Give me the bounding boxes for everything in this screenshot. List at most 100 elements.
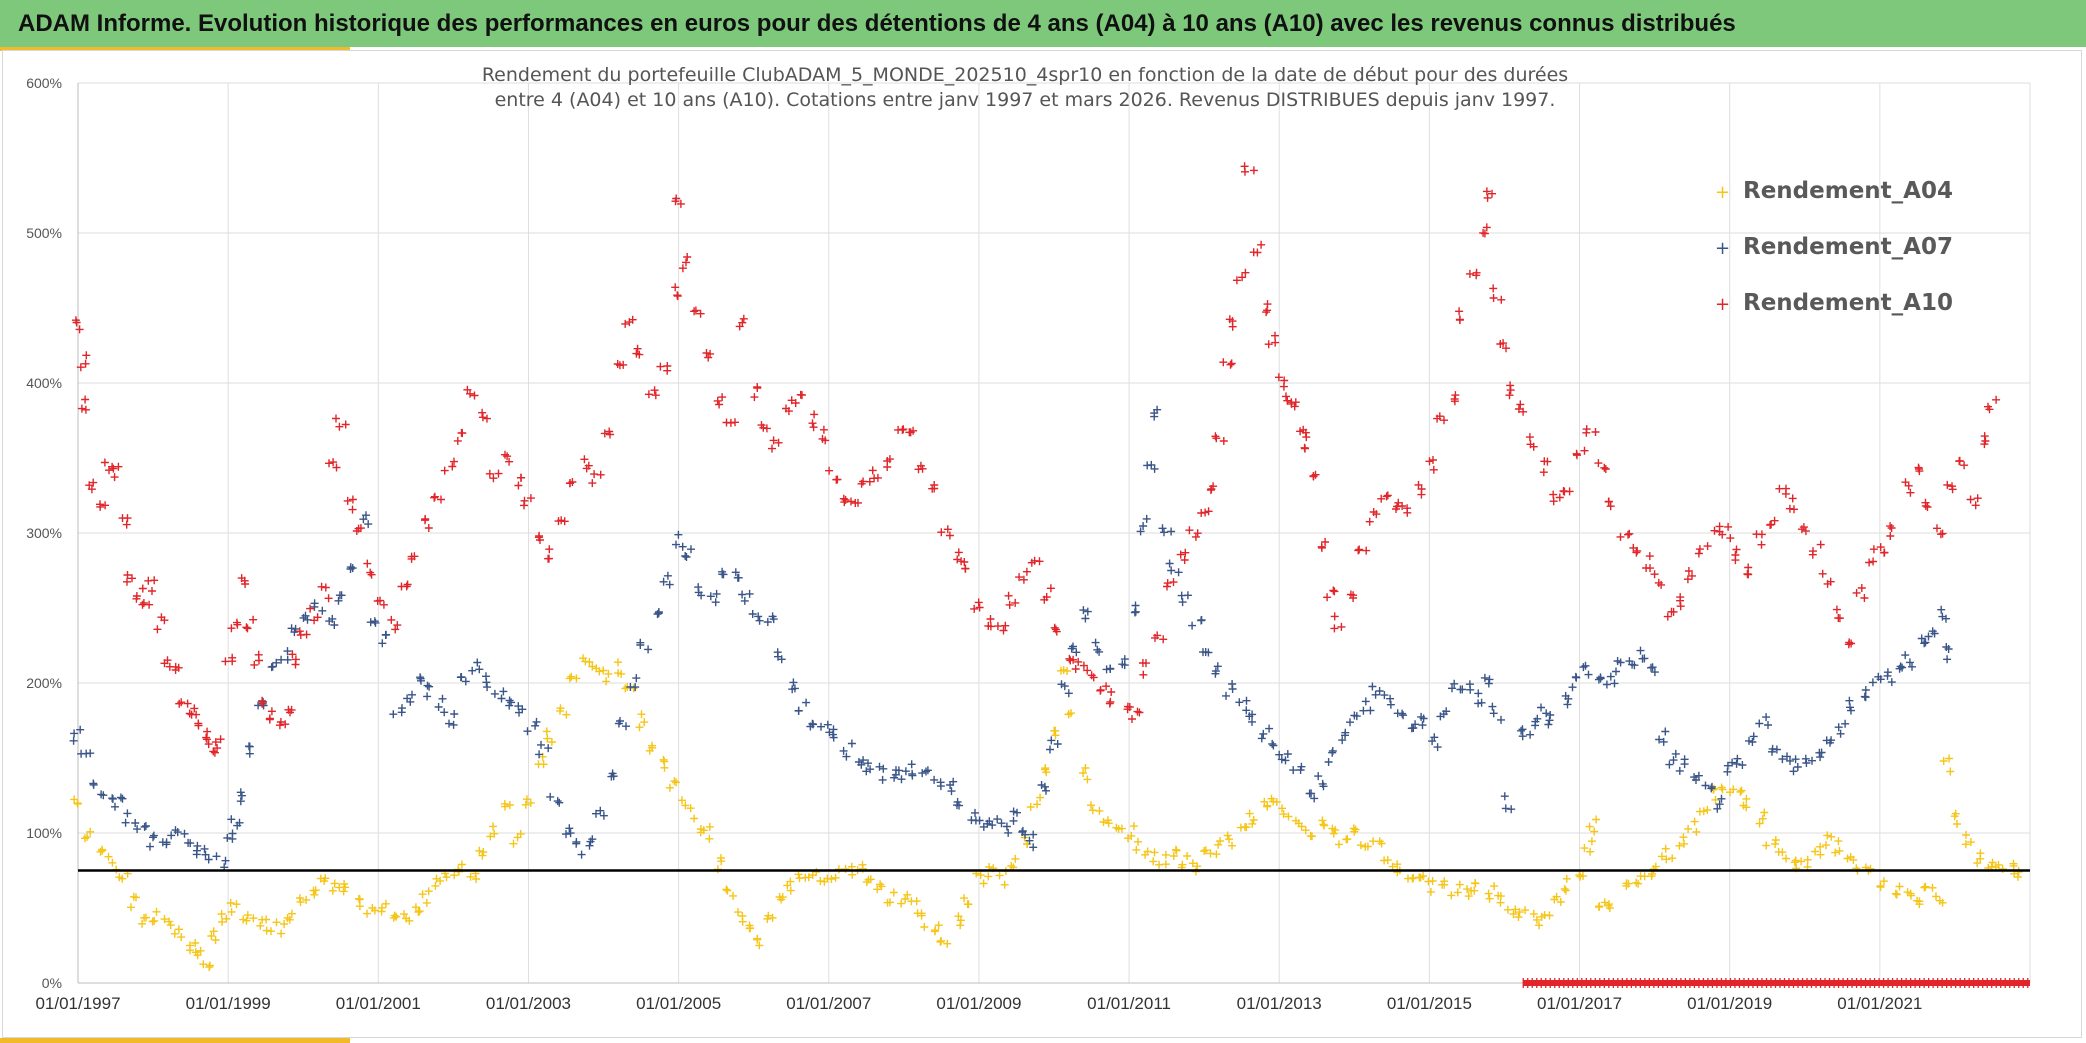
data-point	[1041, 765, 1050, 774]
data-point	[157, 613, 166, 622]
data-point	[936, 937, 945, 946]
data-point	[1713, 804, 1722, 813]
data-point	[873, 885, 882, 894]
data-point	[1549, 490, 1558, 499]
data-point	[877, 882, 886, 891]
data-point	[1600, 898, 1609, 907]
data-point	[1886, 532, 1895, 540]
data-point	[889, 888, 898, 897]
data-point	[1908, 662, 1916, 671]
data-point	[242, 623, 251, 632]
data-point	[1241, 268, 1250, 277]
data-point	[1755, 819, 1764, 828]
data-point	[870, 474, 879, 483]
data-point	[1948, 482, 1956, 491]
data-point	[1514, 405, 1523, 413]
data-point	[656, 362, 665, 371]
data-point	[245, 749, 254, 758]
data-point	[943, 939, 952, 948]
data-point	[1393, 860, 1402, 869]
data-point	[1419, 872, 1428, 880]
data-point	[897, 899, 906, 908]
data-point	[687, 545, 695, 554]
data-point	[434, 703, 443, 711]
y-tick-label: 500%	[26, 225, 62, 241]
data-point	[1737, 786, 1746, 795]
data-point	[716, 854, 725, 862]
data-point	[808, 419, 817, 428]
data-point	[964, 900, 973, 909]
data-point	[132, 592, 141, 600]
data-point	[1582, 425, 1591, 434]
data-point	[449, 720, 458, 729]
data-point	[993, 622, 1002, 631]
data-point	[731, 568, 740, 577]
data-point	[1823, 831, 1832, 840]
data-point	[1163, 579, 1172, 588]
data-point	[817, 722, 825, 731]
data-point	[1153, 631, 1162, 640]
data-point	[1474, 699, 1483, 708]
data-point	[240, 576, 249, 585]
data-point	[423, 692, 432, 701]
data-point	[1743, 570, 1752, 578]
data-point	[1071, 665, 1080, 673]
data-point	[1555, 493, 1564, 502]
data-point	[829, 725, 838, 734]
data-point	[1650, 668, 1659, 677]
data-point	[1841, 719, 1850, 728]
data-point	[207, 932, 216, 940]
data-point	[606, 430, 614, 439]
data-point	[774, 438, 783, 447]
data-point	[362, 511, 370, 520]
data-point	[100, 458, 109, 467]
data-point	[1676, 593, 1685, 602]
data-point	[1354, 546, 1363, 555]
data-point	[1191, 532, 1200, 541]
data-point	[1429, 456, 1437, 464]
data-point	[712, 589, 721, 598]
data-point	[149, 831, 158, 840]
data-point	[416, 673, 425, 682]
data-point	[1663, 612, 1672, 621]
data-point	[1102, 682, 1111, 691]
data-point	[1488, 189, 1496, 198]
data-point	[1426, 887, 1435, 896]
data-point	[1625, 529, 1634, 538]
data-point	[1816, 842, 1825, 851]
data-point	[1159, 635, 1168, 644]
data-point	[1282, 392, 1290, 401]
data-point	[691, 306, 700, 315]
data-point	[379, 600, 388, 609]
data-point	[556, 704, 565, 713]
series-rendement-a04	[70, 654, 2023, 972]
data-point	[532, 717, 541, 726]
data-point	[1564, 694, 1573, 703]
data-point	[614, 658, 622, 667]
data-point	[81, 405, 90, 414]
data-point	[1302, 433, 1311, 442]
data-point	[249, 615, 258, 624]
data-point	[1091, 638, 1100, 647]
data-point	[722, 885, 731, 894]
data-point	[440, 708, 449, 717]
data-point	[1009, 807, 1018, 816]
data-point	[746, 924, 755, 933]
data-point	[1966, 495, 1975, 504]
data-point	[711, 598, 720, 607]
data-point	[468, 666, 477, 675]
data-point	[619, 360, 628, 369]
data-point	[1074, 657, 1083, 666]
data-point	[600, 429, 609, 438]
data-point	[1944, 645, 1953, 653]
data-point	[217, 910, 226, 918]
data-point	[1277, 755, 1286, 764]
data-point	[937, 528, 946, 537]
data-point	[1521, 906, 1530, 915]
data-point	[750, 393, 759, 402]
data-point	[1560, 885, 1569, 893]
data-point	[1694, 549, 1703, 558]
data-point	[370, 906, 379, 915]
data-point	[1933, 524, 1941, 533]
